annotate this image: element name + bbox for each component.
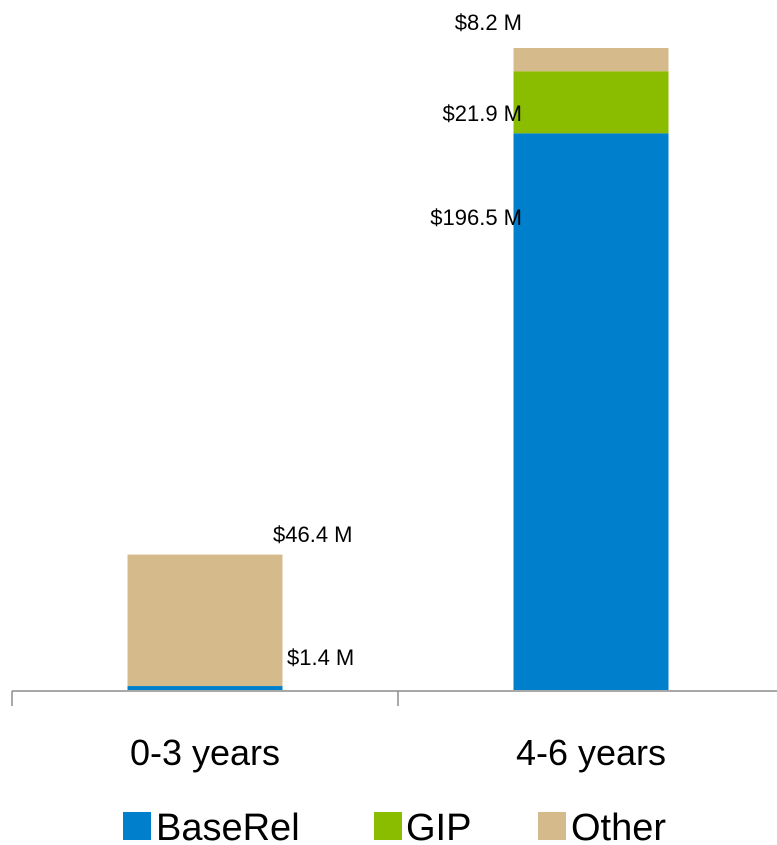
legend-label-baserel: BaseRel [156, 807, 300, 845]
data-label-baserel-0-3-years: $1.4 M [287, 645, 354, 670]
legend-label-other: Other [571, 807, 666, 845]
legend-swatch-baserel [123, 812, 151, 840]
legend-swatch-gip [374, 812, 402, 840]
data-label-baserel-4-6-years: $196.5 M [430, 205, 522, 230]
bar-other-0-3-years [127, 554, 283, 687]
bars [127, 48, 669, 690]
bar-baserel-0-3-years [127, 686, 283, 690]
legend-label-gip: GIP [406, 807, 471, 845]
legend-swatch-other [538, 812, 566, 840]
value-labels: $1.4 M $46.4 M $196.5 M $21.9 M $8.2 M [273, 10, 522, 670]
bar-baserel-4-6-years [513, 133, 669, 690]
x-tick-label-0-3-years: 0-3 years [130, 732, 280, 773]
data-label-other-4-6-years: $8.2 M [455, 10, 522, 35]
bar-gip-4-6-years [513, 71, 669, 134]
bar-other-4-6-years [513, 48, 669, 72]
data-label-other-0-3-years: $46.4 M [273, 522, 353, 547]
data-label-gip-4-6-years: $21.9 M [443, 101, 523, 126]
x-tick-label-4-6-years: 4-6 years [516, 732, 666, 773]
legend: BaseRel GIP Other [123, 807, 666, 845]
